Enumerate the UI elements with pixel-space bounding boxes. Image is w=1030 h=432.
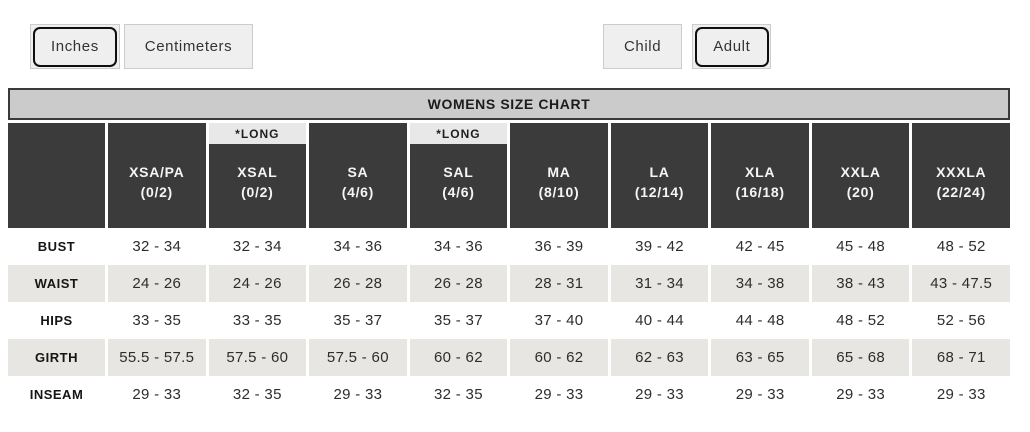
size-cell: 29 - 33 — [735, 386, 785, 403]
column-label: XXXLA (22/24) — [936, 149, 986, 202]
column-sizes: (4/6) — [341, 183, 375, 200]
chart-title: WOMENS SIZE CHART — [8, 88, 1010, 120]
column-sizes: (4/6) — [442, 183, 475, 200]
size-cell: 29 - 33 — [836, 386, 886, 403]
column-name: XLA — [745, 163, 776, 180]
column-header-xxxla: XXXLA (22/24) — [912, 123, 1010, 228]
size-cell: 32 - 35 — [232, 386, 282, 403]
age-toggle-group: Child Adult — [603, 24, 772, 69]
size-cell: 48 - 52 — [836, 312, 886, 329]
size-cell: 34 - 36 — [333, 238, 383, 255]
size-cell: 24 - 26 — [208, 265, 307, 302]
size-cell: 29 - 33 — [333, 386, 383, 403]
corner-cell — [8, 123, 105, 228]
size-grid: XSA/PA (0/2) *LONG XSAL (0/2) SA (4/6) *LONG SAL… — [8, 123, 1010, 413]
centimeters-button[interactable]: Centimeters — [123, 24, 254, 69]
child-button[interactable]: Child — [603, 24, 683, 69]
size-cell: 57.5 - 60 — [309, 339, 407, 376]
size-cell: 55.5 - 57.5 — [108, 339, 206, 376]
row-label-waist: WAIST — [8, 265, 105, 302]
long-tag: *LONG — [409, 123, 508, 144]
row-label-girth: GIRTH — [8, 339, 105, 376]
size-cell: 33 - 35 — [132, 312, 182, 329]
size-cell: 35 - 37 — [434, 312, 483, 329]
size-cell: 65 - 68 — [811, 339, 910, 376]
inches-button[interactable]: Inches — [30, 24, 120, 69]
column-label: SAL (4/6) — [442, 149, 474, 202]
column-name: XSA/PA — [129, 163, 185, 180]
size-cell: 33 - 35 — [232, 312, 282, 329]
size-cell: 26 - 28 — [409, 265, 508, 302]
size-cell: 34 - 36 — [434, 238, 483, 255]
size-cell: 24 - 26 — [108, 265, 206, 302]
column-name: XXLA — [840, 163, 881, 180]
size-cell: 45 - 48 — [836, 238, 886, 255]
column-label: XSA/PA (0/2) — [129, 149, 184, 202]
unit-toggle-group: Inches Centimeters — [30, 24, 254, 69]
column-sizes: (8/10) — [538, 183, 580, 200]
size-cell: 60 - 62 — [510, 339, 608, 376]
row-label-inseam: INSEAM — [29, 387, 84, 402]
size-cell: 37 - 40 — [534, 312, 584, 329]
size-cell: 32 - 35 — [434, 386, 483, 403]
size-cell: 29 - 33 — [635, 386, 684, 403]
size-cell: 60 - 62 — [409, 339, 508, 376]
column-label: SA (4/6) — [342, 149, 374, 202]
column-name: SAL — [443, 163, 474, 180]
column-header-sa: SA (4/6) — [309, 123, 407, 228]
column-name: LA — [649, 163, 670, 180]
column-name: XSAL — [237, 163, 278, 180]
column-label: LA (12/14) — [635, 149, 684, 202]
column-name: XXXLA — [936, 163, 987, 180]
size-cell: 32 - 34 — [232, 238, 282, 255]
size-cell: 31 - 34 — [610, 265, 709, 302]
column-label: XLA (16/18) — [735, 149, 784, 202]
size-cell: 35 - 37 — [333, 312, 383, 329]
size-cell: 36 - 39 — [534, 238, 584, 255]
column-header-ma: MA (8/10) — [510, 123, 608, 228]
column-header-la: LA (12/14) — [610, 123, 709, 228]
size-cell: 28 - 31 — [510, 265, 608, 302]
size-cell: 32 - 34 — [132, 238, 182, 255]
size-cell: 29 - 33 — [132, 386, 182, 403]
column-sizes: (16/18) — [735, 183, 785, 200]
size-cell: 57.5 - 60 — [208, 339, 307, 376]
long-tag: *LONG — [208, 123, 307, 144]
size-cell: 63 - 65 — [711, 339, 809, 376]
column-header-xsal: *LONG XSAL (0/2) — [208, 123, 307, 228]
column-header-xxla: XXLA (20) — [811, 123, 910, 228]
row-label-hips: HIPS — [40, 313, 73, 328]
size-cell: 42 - 45 — [735, 238, 785, 255]
column-sizes: (12/14) — [634, 183, 685, 200]
size-cell: 48 - 52 — [936, 238, 986, 255]
row-label-bust: BUST — [37, 239, 76, 254]
size-cell: 38 - 43 — [811, 265, 910, 302]
size-cell: 34 - 38 — [711, 265, 809, 302]
size-cell: 62 - 63 — [610, 339, 709, 376]
column-header-xla: XLA (16/18) — [711, 123, 809, 228]
size-cell: 68 - 71 — [912, 339, 1010, 376]
column-name: MA — [547, 163, 571, 180]
column-label: XSAL (0/2) — [237, 149, 277, 202]
size-cell: 52 - 56 — [936, 312, 986, 329]
column-sizes: (22/24) — [936, 183, 986, 200]
size-cell: 44 - 48 — [735, 312, 785, 329]
womens-size-chart: WOMENS SIZE CHART XSA/PA (0/2) *LONG XSAL (0… — [8, 88, 1010, 413]
column-sizes: (0/2) — [140, 183, 173, 200]
column-label: MA (8/10) — [539, 149, 580, 202]
size-cell: 29 - 33 — [534, 386, 584, 403]
size-cell: 40 - 44 — [635, 312, 684, 329]
column-label: XXLA (20) — [841, 149, 881, 202]
size-cell: 39 - 42 — [635, 238, 684, 255]
adult-button[interactable]: Adult — [692, 24, 772, 69]
column-name: SA — [347, 163, 369, 180]
size-cell: 43 - 47.5 — [912, 265, 1010, 302]
column-sizes: (0/2) — [241, 183, 274, 200]
column-sizes: (20) — [846, 183, 875, 200]
column-header-sal: *LONG SAL (4/6) — [409, 123, 508, 228]
size-cell: 29 - 33 — [936, 386, 986, 403]
column-header-xsa-pa: XSA/PA (0/2) — [108, 123, 206, 228]
size-cell: 26 - 28 — [309, 265, 407, 302]
